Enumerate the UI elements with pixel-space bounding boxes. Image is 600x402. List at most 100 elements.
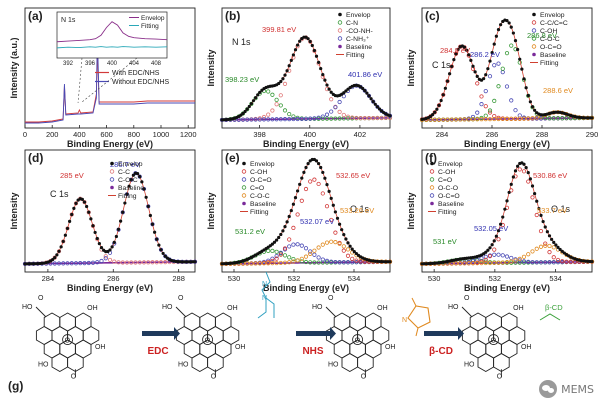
- peak-point: [526, 252, 531, 257]
- envelop-point: [342, 233, 346, 237]
- peak-point: [479, 261, 484, 266]
- envelop-point: [327, 189, 331, 193]
- envelop-point: [131, 173, 135, 177]
- inset-tick-label: 408: [151, 61, 162, 67]
- legend-label: Envelop: [250, 161, 275, 168]
- inset-frame: [56, 11, 168, 59]
- envelop-point: [541, 219, 545, 224]
- series-line: [25, 32, 195, 124]
- peak-point: [154, 237, 159, 242]
- envelop-point: [312, 48, 316, 53]
- envelop-point: [373, 102, 377, 106]
- legend-swatch: [241, 177, 247, 182]
- envelop-point: [296, 189, 300, 193]
- envelop-point: [129, 178, 133, 182]
- peak-point: [487, 108, 493, 113]
- legend-label: Envelop: [438, 161, 463, 168]
- legend-swatch: [531, 36, 537, 41]
- peak-annotation: 286.2 eV: [470, 50, 500, 59]
- peak-point: [492, 247, 497, 252]
- envelop-point: [317, 60, 321, 64]
- x-axis-label: Binding Energy (eV): [464, 139, 550, 149]
- peak-point: [453, 117, 459, 122]
- peak-point: [137, 260, 142, 265]
- inset-series-line: [56, 46, 168, 49]
- envelop-point: [492, 42, 496, 46]
- peak-point: [274, 260, 279, 266]
- peak-point: [291, 114, 296, 119]
- peak-point: [517, 116, 522, 121]
- envelop-point: [99, 246, 104, 250]
- legend-swatch: [531, 20, 537, 25]
- atom-label: OH: [521, 344, 532, 351]
- envelop-point: [53, 255, 57, 260]
- peak-point: [383, 115, 388, 121]
- atom-label: OH: [95, 344, 106, 351]
- envelop-point: [520, 67, 524, 71]
- peak-point: [379, 115, 384, 121]
- peak-point: [445, 117, 450, 122]
- edc-chain: [257, 271, 271, 319]
- envelop-point: [63, 233, 67, 237]
- envelop-point: [310, 43, 314, 48]
- atom-label: OH: [385, 344, 396, 351]
- legend-swatch: [241, 169, 247, 174]
- peak-point: [453, 261, 459, 266]
- envelop-point: [499, 23, 503, 27]
- peak-point: [487, 117, 493, 122]
- x-tick-label: 1200: [180, 130, 197, 139]
- envelop-point: [296, 43, 300, 47]
- peak-point: [266, 89, 271, 94]
- envelop-point: [285, 69, 289, 73]
- envelop-point: [528, 177, 532, 181]
- chart-panel-a: (a) Binding Energy (eV) Intensity (a.u.) 0 2…: [9, 7, 197, 149]
- x-axis-label: Binding Energy (eV): [67, 283, 153, 293]
- envelop-points: [420, 161, 594, 266]
- atom-label: O: [491, 338, 497, 345]
- envelop-point: [161, 251, 165, 256]
- peak-point: [547, 260, 552, 265]
- peak-point: [274, 249, 279, 254]
- envelop-point: [533, 191, 537, 196]
- peak-point: [249, 261, 254, 266]
- legend-swatch: [429, 185, 435, 190]
- legend-label: O-C=O: [438, 193, 460, 200]
- atom-label: HO: [464, 362, 475, 369]
- legend: EnvelopC-C/C=CC-OHC-O-CO-C=OBaselineFitt…: [530, 12, 568, 67]
- peak-point: [270, 258, 275, 264]
- peak-point: [521, 260, 527, 265]
- envelop-point: [314, 54, 319, 58]
- ring: [51, 352, 69, 373]
- zoom-guide: [80, 57, 138, 104]
- panel-title: O 1s: [551, 204, 571, 214]
- peak-point: [316, 115, 321, 120]
- step-arrow-2: β-CD: [424, 327, 464, 357]
- envelop-point: [329, 90, 333, 94]
- peak-point: [257, 117, 262, 122]
- envelop-point: [321, 72, 325, 77]
- peak-point: [333, 116, 338, 121]
- peak-point: [475, 110, 480, 115]
- peak-point: [324, 258, 330, 263]
- envelop-point: [496, 229, 501, 233]
- peak-point: [345, 260, 351, 265]
- envelop-point: [465, 48, 469, 52]
- peak-point: [90, 260, 96, 265]
- peak-point: [337, 116, 342, 121]
- peak-point: [303, 259, 309, 265]
- peak-point: [73, 201, 79, 206]
- ring: [357, 352, 374, 373]
- envelop-point: [388, 114, 392, 118]
- peak-point: [530, 116, 535, 121]
- peak-annotation: 286.8 eV: [527, 31, 557, 40]
- peak-point: [266, 112, 271, 117]
- peak-point: [345, 114, 351, 119]
- peak-point: [333, 259, 338, 265]
- x-tick-label: 530: [428, 274, 441, 283]
- peak-point: [65, 226, 70, 231]
- x-tick-label: 400: [73, 130, 86, 139]
- peak-point: [517, 256, 522, 261]
- atom-label: OH: [87, 305, 98, 312]
- peak-point: [107, 257, 113, 263]
